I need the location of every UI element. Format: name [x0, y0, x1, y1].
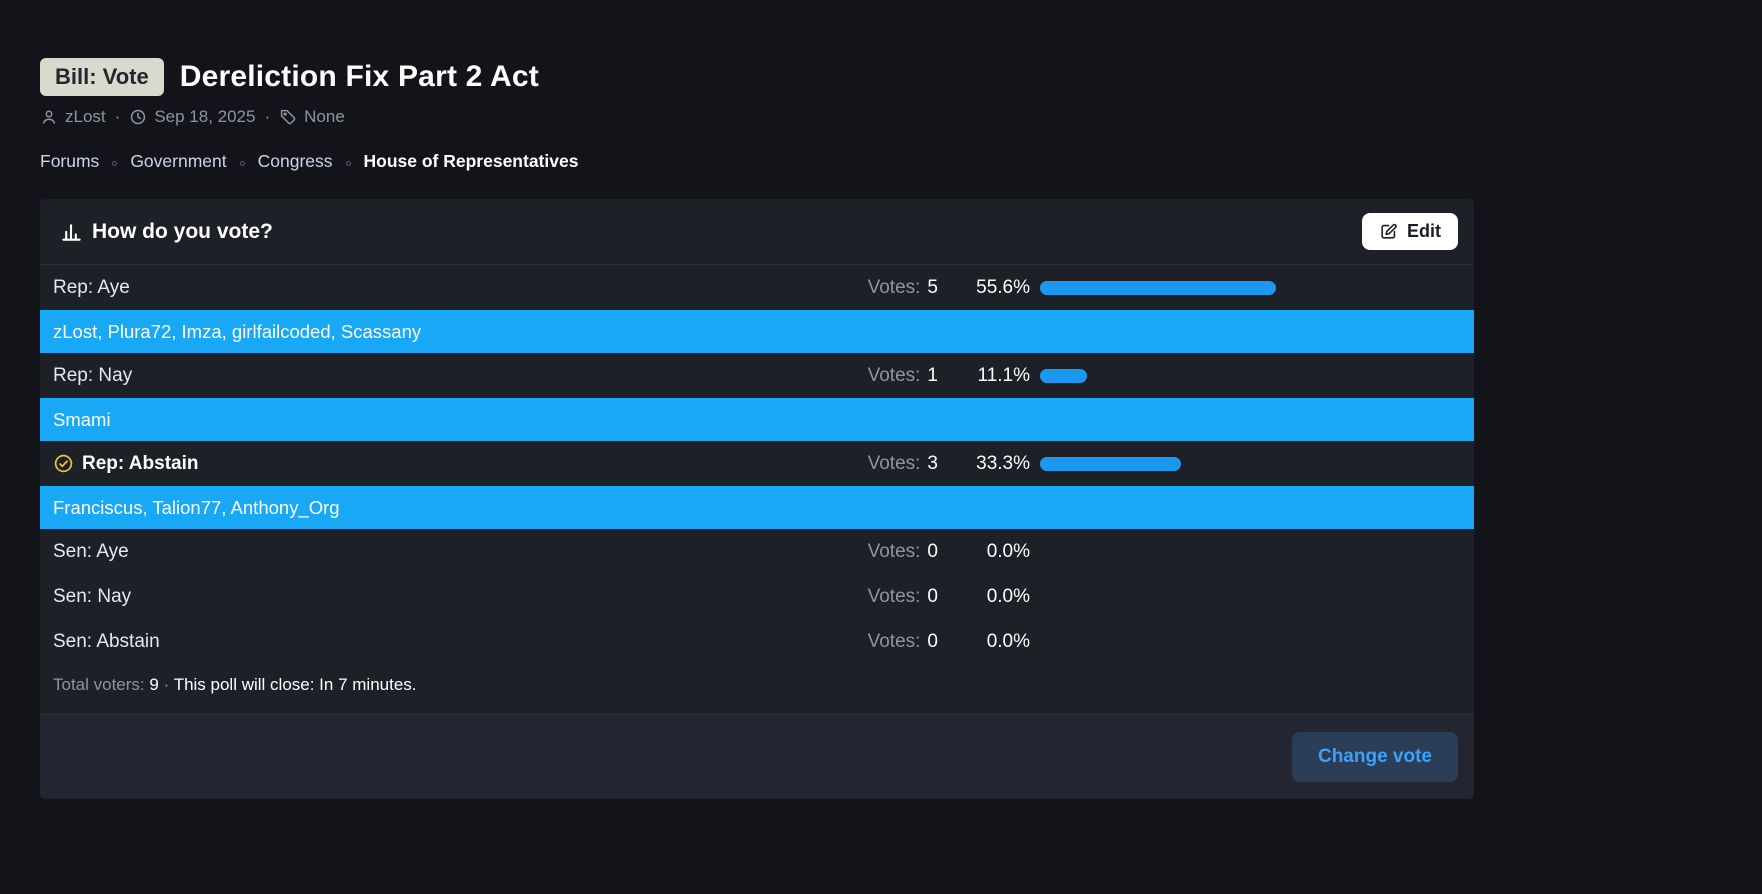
- page: Bill: Vote Dereliction Fix Part 2 Act zL…: [40, 58, 1722, 799]
- thread-meta: zLost · Sep 18, 2025 · None: [40, 107, 1722, 127]
- poll-option-percent: 0.0%: [986, 630, 1030, 652]
- thread-prefix-badge[interactable]: Bill: Vote: [40, 58, 164, 96]
- breadcrumb-separator-icon: [239, 160, 245, 166]
- meta-separator: ·: [264, 107, 271, 126]
- poll-voters-list[interactable]: Franciscus, Talion77, Anthony_Org: [40, 486, 1474, 529]
- breadcrumb-forums[interactable]: Forums: [40, 151, 100, 171]
- thread-title: Dereliction Fix Part 2 Act: [179, 60, 539, 93]
- total-voters-value: 9: [149, 675, 159, 694]
- poll-voters-list[interactable]: zLost, Plura72, Imza, girlfailcoded, Sca…: [40, 310, 1474, 353]
- poll-option-bar: [1040, 635, 1464, 649]
- poll-option-bar: [1040, 456, 1464, 471]
- poll-option-votes: Votes: 0: [867, 585, 938, 607]
- breadcrumb-congress[interactable]: Congress: [257, 151, 333, 171]
- poll-option-label: Rep: Nay: [53, 364, 133, 386]
- total-voters-label: Total voters:: [53, 675, 145, 694]
- meta-separator: ·: [114, 107, 121, 126]
- thread-tags: None: [304, 107, 345, 126]
- poll-option-row: Sen: Nay Votes: 0 0.0%: [40, 574, 1474, 619]
- breadcrumb-government[interactable]: Government: [130, 151, 227, 171]
- change-vote-button[interactable]: Change vote: [1291, 732, 1458, 782]
- poll-chart-icon: [60, 220, 83, 243]
- edit-label: Edit: [1407, 221, 1441, 241]
- breadcrumb-current-house[interactable]: House of Representatives: [363, 151, 579, 171]
- poll-option-votes: Votes: 0: [867, 630, 938, 652]
- poll-actions-bar: Change vote: [40, 714, 1474, 799]
- poll-option-row: Sen: Abstain Votes: 0 0.0%: [40, 619, 1474, 664]
- poll-option-label: Sen: Nay: [53, 585, 132, 607]
- clock-icon: [129, 108, 147, 126]
- poll-option-percent: 0.0%: [986, 540, 1030, 562]
- poll-option-bar: [1040, 545, 1464, 559]
- poll-option-label: Rep: Abstain: [82, 452, 199, 474]
- poll-option-votes: Votes: 1: [867, 364, 938, 386]
- tag-icon: [279, 108, 297, 126]
- thread-header: Bill: Vote Dereliction Fix Part 2 Act zL…: [40, 58, 1722, 172]
- poll-footnote: Total voters: 9 · This poll will close: …: [40, 664, 1474, 714]
- edit-pencil-icon: [1379, 222, 1398, 241]
- author-link[interactable]: zLost: [65, 107, 106, 126]
- breadcrumb: Forums Government Congress House of Repr…: [40, 151, 1722, 172]
- user-icon: [40, 108, 58, 126]
- poll-option-label: Sen: Abstain: [53, 630, 160, 652]
- poll-option-label: Rep: Aye: [53, 276, 130, 298]
- breadcrumb-separator-icon: [345, 160, 351, 166]
- poll-option-row: Rep: Aye Votes: 5 55.6%: [40, 265, 1474, 310]
- poll-option-percent: 0.0%: [986, 585, 1030, 607]
- poll-option-row: Rep: Nay Votes: 1 11.1%: [40, 353, 1474, 398]
- title-row: Bill: Vote Dereliction Fix Part 2 Act: [40, 58, 1722, 96]
- poll-option-percent: 11.1%: [977, 364, 1030, 386]
- poll-option-votes: Votes: 5: [867, 276, 938, 298]
- poll-option-label: Sen: Aye: [53, 540, 129, 562]
- poll-option-bar: [1040, 280, 1464, 295]
- poll-question-row: How do you vote?: [60, 220, 273, 244]
- poll-card: How do you vote? Edit Rep: Aye Votes: 5 5…: [40, 199, 1474, 799]
- poll-option-percent: 33.3%: [976, 452, 1030, 474]
- thread-date: Sep 18, 2025: [154, 107, 256, 126]
- poll-option-row: Sen: Aye Votes: 0 0.0%: [40, 529, 1474, 574]
- poll-voters-list[interactable]: Smami: [40, 398, 1474, 441]
- poll-option-row-selected: Rep: Abstain Votes: 3 33.3%: [40, 441, 1474, 486]
- poll-option-votes: Votes: 3: [867, 452, 938, 474]
- selected-check-icon: [53, 453, 74, 474]
- breadcrumb-separator-icon: [112, 160, 118, 166]
- poll-header: How do you vote? Edit: [40, 199, 1474, 265]
- poll-option-bar: [1040, 590, 1464, 604]
- poll-results: Rep: Aye Votes: 5 55.6% zLost, Plura72, I…: [40, 265, 1474, 714]
- edit-poll-button[interactable]: Edit: [1362, 213, 1458, 250]
- poll-question: How do you vote?: [92, 219, 273, 243]
- footnote-separator: ·: [163, 675, 170, 694]
- poll-option-bar: [1040, 368, 1464, 383]
- poll-close-text: This poll will close: In 7 minutes.: [173, 675, 417, 694]
- poll-option-votes: Votes: 0: [867, 540, 938, 562]
- poll-option-percent: 55.6%: [976, 276, 1030, 298]
